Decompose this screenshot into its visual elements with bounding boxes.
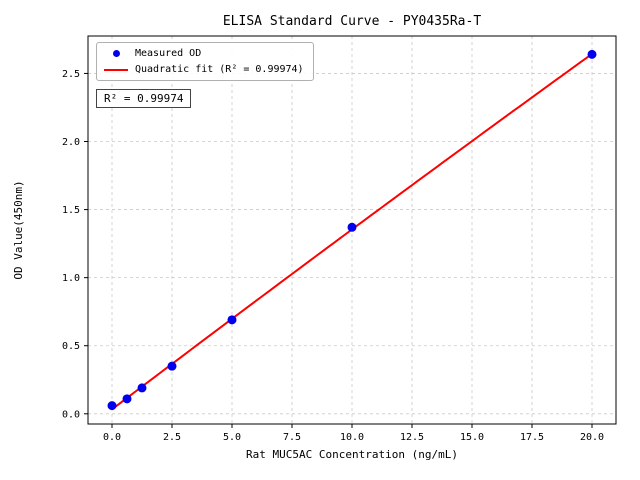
- y-tick-label: 1.0: [62, 273, 80, 284]
- legend-item-label: Measured OD: [135, 48, 202, 59]
- legend-dot-marker-icon: [104, 50, 128, 57]
- data-point: [227, 315, 237, 325]
- legend: Measured OD Quadratic fit (R² = 0.99974): [96, 42, 314, 81]
- x-tick-label: 0.0: [103, 432, 121, 443]
- legend-item-label: Quadratic fit (R² = 0.99974): [135, 64, 304, 75]
- legend-item: Measured OD: [104, 47, 304, 60]
- x-tick-label: 17.5: [520, 432, 544, 443]
- x-tick-label: 15.0: [460, 432, 484, 443]
- x-tick-label: 5.0: [223, 432, 241, 443]
- y-tick-label: 0.0: [62, 409, 80, 420]
- y-tick-label: 2.0: [62, 137, 80, 148]
- legend-line-marker-icon: [104, 68, 128, 71]
- y-tick-label: 1.5: [62, 205, 80, 216]
- r-squared-annotation: R² = 0.99974: [96, 89, 192, 108]
- x-axis-label: Rat MUC5AC Concentration (ng/mL): [246, 448, 458, 461]
- x-tick-label: 2.5: [163, 432, 181, 443]
- data-point: [107, 401, 117, 411]
- y-axis-label: OD Value(450nm): [12, 180, 25, 280]
- x-tick-label: 12.5: [400, 432, 424, 443]
- y-tick-label: 0.5: [62, 341, 80, 352]
- y-tick-label: 2.5: [62, 69, 80, 80]
- data-point: [167, 361, 177, 371]
- data-point: [137, 383, 147, 393]
- data-point: [347, 222, 357, 232]
- legend-item: Quadratic fit (R² = 0.99974): [104, 63, 304, 76]
- x-tick-label: 7.5: [283, 432, 301, 443]
- x-tick-label: 20.0: [580, 432, 604, 443]
- data-point: [587, 49, 597, 59]
- data-point: [122, 394, 132, 404]
- chart-title: ELISA Standard Curve - PY0435Ra-T: [222, 14, 482, 29]
- x-tick-label: 10.0: [340, 432, 364, 443]
